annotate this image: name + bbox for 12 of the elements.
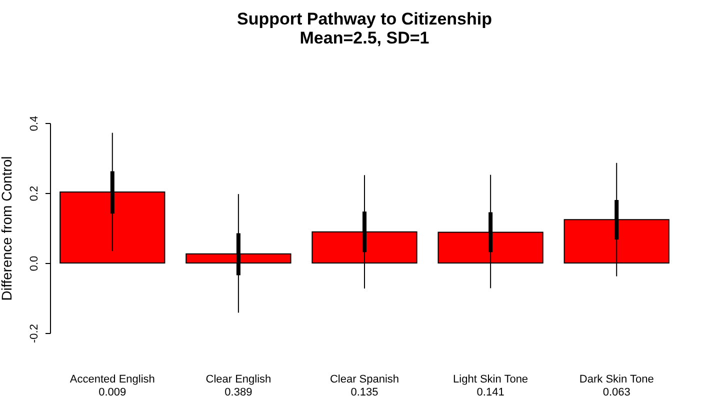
y-tick-label: 0.2 — [28, 186, 40, 202]
y-tick-label: -0.2 — [28, 324, 40, 343]
y-tick-label: 0.4 — [28, 116, 40, 132]
y-tick-label: 0.0 — [28, 256, 40, 272]
x-tick-label: Accented English 0.009 — [70, 374, 155, 398]
x-tick-label: Light Skin Tone 0.141 — [453, 374, 528, 398]
chart-title: Support Pathway to Citizenship — [236, 9, 492, 28]
chart-subtitle: Mean=2.5, SD=1 — [300, 28, 430, 48]
x-tick-label: Clear English 0.389 — [206, 374, 272, 398]
x-tick-label: Clear Spanish 0.135 — [330, 374, 400, 398]
x-tick-label: Dark Skin Tone 0.063 — [579, 374, 654, 398]
y-axis-title: Difference from Control — [0, 156, 14, 301]
